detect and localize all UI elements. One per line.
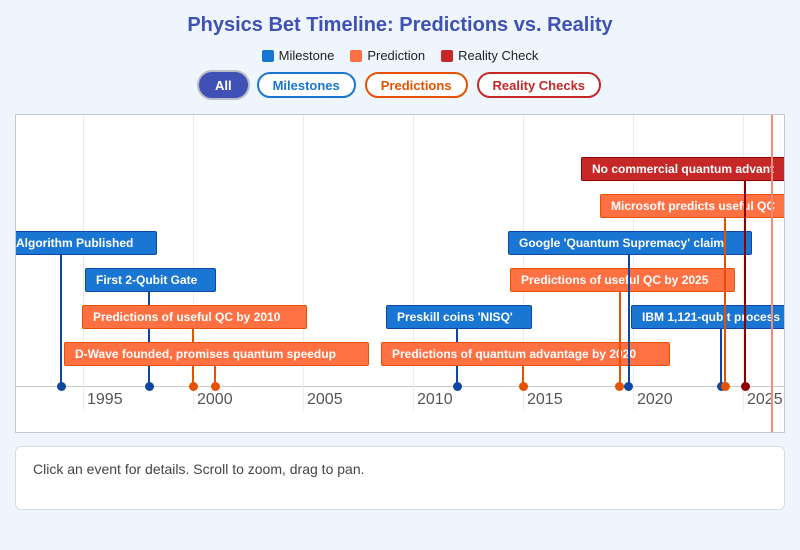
gridline (83, 115, 84, 411)
page-title: Physics Bet Timeline: Predictions vs. Re… (187, 14, 613, 36)
event-dot[interactable] (56, 382, 66, 391)
gridline (523, 115, 524, 411)
filter-predictions-button[interactable]: Predictions (364, 72, 468, 98)
event-label-prediction[interactable]: Predictions of useful QC by 2010 (82, 305, 307, 329)
event-stem (214, 366, 216, 386)
event-dot[interactable] (624, 382, 634, 391)
event-stem (522, 366, 524, 386)
event-dot[interactable] (188, 382, 198, 391)
filter-all-button[interactable]: All (198, 72, 248, 98)
gridline (743, 115, 744, 411)
event-stem (724, 218, 727, 386)
gridline (633, 115, 634, 411)
event-label-milestone[interactable]: IBM 1,121-qubit process (631, 305, 784, 329)
gridline (193, 115, 194, 411)
axis-tick-label: 1995 (87, 391, 123, 408)
event-label-milestone[interactable]: First 2-Qubit Gate (85, 268, 216, 292)
legend: Milestone Prediction Reality Check (0, 48, 800, 63)
axis-tick-label: 2025 (747, 391, 783, 408)
event-label-milestone[interactable]: Algorithm Published (16, 231, 157, 255)
event-stem (60, 255, 62, 386)
timeline-chart[interactable]: 1995 2000 2005 2010 2015 2020 2025 Algorithm Pu… (15, 114, 785, 433)
event-dot[interactable] (210, 382, 220, 391)
filter-bar: All Milestones Predictions Reality Check… (0, 72, 800, 98)
event-label-reality[interactable]: No commercial quantum advant (581, 157, 784, 181)
filter-milestones-button[interactable]: Milestones (256, 72, 356, 98)
event-label-milestone[interactable]: Google 'Quantum Supremacy' claim (508, 231, 752, 255)
legend-item-prediction: Prediction (350, 48, 425, 63)
event-dot[interactable] (720, 382, 730, 391)
event-dot[interactable] (452, 382, 462, 391)
legend-item-milestone: Milestone (261, 48, 335, 63)
legend-label: Reality Check (458, 48, 539, 63)
event-dot[interactable] (144, 382, 154, 391)
today-marker-line (770, 115, 773, 432)
event-label-prediction[interactable]: Microsoft predicts useful QC (600, 194, 784, 218)
filter-reality-checks-button[interactable]: Reality Checks (476, 72, 602, 98)
legend-label: Milestone (278, 48, 335, 63)
gridline (413, 115, 414, 411)
axis-tick-label: 2020 (637, 391, 673, 408)
axis-tick-label: 2000 (197, 391, 233, 408)
event-stem (744, 181, 747, 386)
milestone-swatch (261, 49, 274, 62)
gridline (303, 115, 304, 411)
event-stem (627, 255, 630, 386)
timeline-axis (16, 386, 784, 387)
legend-label: Prediction (367, 48, 426, 63)
event-dot[interactable] (615, 382, 625, 391)
event-stem (720, 329, 722, 386)
reality-check-swatch (441, 49, 454, 62)
event-label-prediction[interactable]: Predictions of useful QC by 2025 (510, 268, 735, 292)
event-label-prediction[interactable]: D-Wave founded, promises quantum speedup (64, 342, 369, 366)
event-dot[interactable] (740, 382, 750, 391)
event-label-milestone[interactable]: Preskill coins 'NISQ' (386, 305, 532, 329)
prediction-swatch (350, 49, 363, 62)
event-stem (618, 292, 621, 386)
axis-tick-label: 2015 (527, 391, 563, 408)
details-panel: Click an event for details. Scroll to zo… (15, 446, 785, 510)
event-stem (148, 292, 150, 386)
axis-tick-label: 2010 (417, 391, 453, 408)
event-dot[interactable] (518, 382, 528, 391)
legend-item-reality-check: Reality Check (441, 48, 538, 63)
event-label-prediction[interactable]: Predictions of quantum advantage by 2020 (381, 342, 670, 366)
axis-tick-label: 2005 (307, 391, 343, 408)
